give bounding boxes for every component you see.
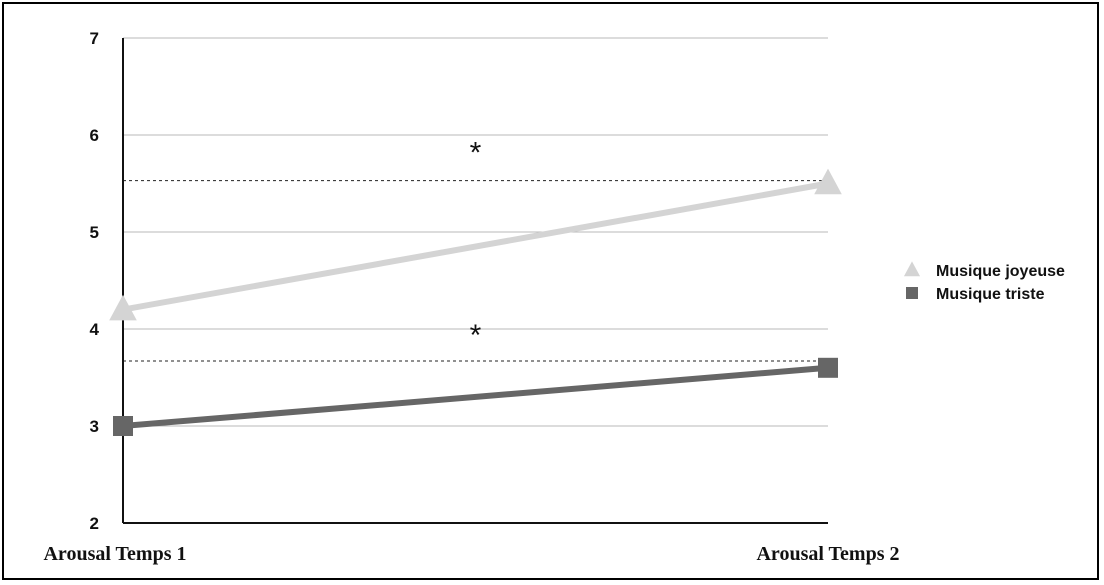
y-tick-labels: 2 3 4 5 6 7 [90, 29, 100, 533]
data-point-1-1 [109, 294, 137, 321]
x-tick-label: Arousal Temps 2 [756, 543, 899, 565]
y-tick-label: 6 [90, 126, 99, 145]
data-point-2-2 [818, 357, 838, 378]
significance-marker-1: * [470, 137, 482, 170]
y-tick-label: 5 [90, 223, 99, 242]
y-tick-label: 7 [90, 29, 99, 48]
data-point-1-2 [814, 168, 842, 195]
gridlines [123, 37, 828, 427]
series-line-1 [122, 180, 829, 313]
legend-marker-1 [903, 261, 921, 277]
y-tick-label: 3 [90, 417, 99, 436]
legend-marker-2 [906, 287, 918, 299]
annotations: ** [470, 137, 482, 352]
legend-label-2: Musique triste [936, 286, 1045, 303]
x-tick-labels: Arousal Temps 1 Arousal Temps 2 [43, 543, 899, 565]
axes [122, 38, 828, 524]
y-tick-label: 4 [90, 320, 100, 339]
series-group [109, 168, 842, 436]
legend-label-1: Musique joyeuse [936, 263, 1065, 280]
y-tick-label: 2 [90, 514, 99, 533]
series-line-2 [122, 364, 829, 429]
significance-marker-2: * [470, 319, 482, 352]
legend: Musique joyeuse Musique triste [903, 261, 1065, 303]
x-tick-label: Arousal Temps 1 [43, 543, 186, 565]
data-point-2-1 [113, 416, 133, 436]
